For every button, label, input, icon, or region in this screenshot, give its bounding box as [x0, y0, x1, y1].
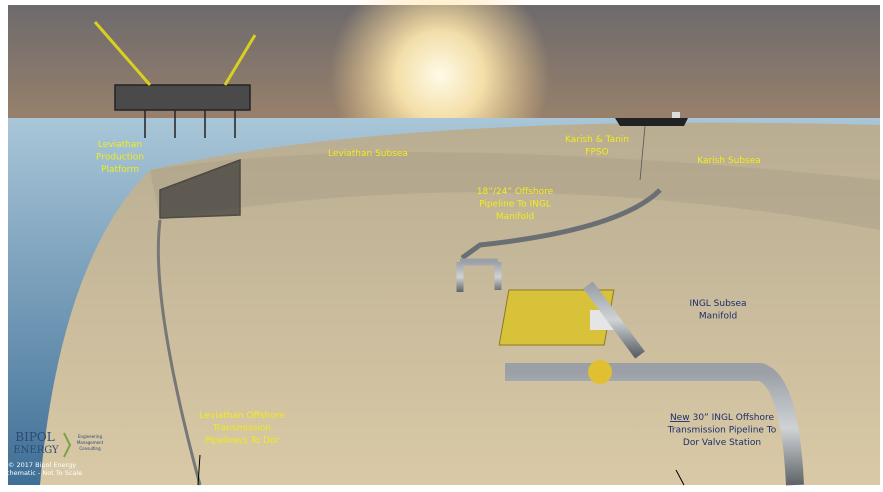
label: FPSO [585, 148, 608, 158]
label: Transmission Pipeline To [667, 426, 777, 436]
tagline: Management [77, 440, 104, 445]
label: Transmission [212, 424, 271, 434]
label: Dor Valve Station [683, 438, 761, 448]
label-line: 30” INGL Offshore [693, 413, 775, 423]
label: Pipeline To INGL [479, 200, 551, 210]
label: INGL Subsea [689, 299, 746, 309]
disclaimer: Schematic - Not To Scale [2, 469, 82, 477]
picture [8, 0, 880, 486]
emphasis: New [670, 413, 690, 423]
label: Production [96, 153, 144, 163]
tagline: Engineering [78, 434, 102, 439]
label: 18”/24” Offshore [477, 187, 554, 197]
label: Leviathan [98, 140, 142, 150]
label: Manifold [699, 312, 737, 322]
logo: BIPOL ENERGY Engineering Management Cons… [2, 430, 104, 477]
label: Karish Subsea [697, 156, 761, 166]
label: Platform [101, 165, 139, 175]
label: Manifold [496, 212, 534, 222]
tagline: Consulting [79, 446, 101, 451]
logo-sub: ENERGY [13, 445, 59, 456]
labels: Leviathan Production Platform Leviathan Sub… [96, 135, 777, 448]
copyright: © 2017 Bipol Energy [8, 461, 76, 469]
label: Karish & Tanin [565, 135, 629, 145]
logo-name: BIPOL [15, 430, 54, 444]
label: Pipeline/s To Dor [205, 436, 280, 446]
label: Leviathan Subsea [328, 149, 408, 159]
label: Leviathan Offshore [199, 411, 285, 421]
label: New 30” INGL Offshore [670, 413, 775, 423]
